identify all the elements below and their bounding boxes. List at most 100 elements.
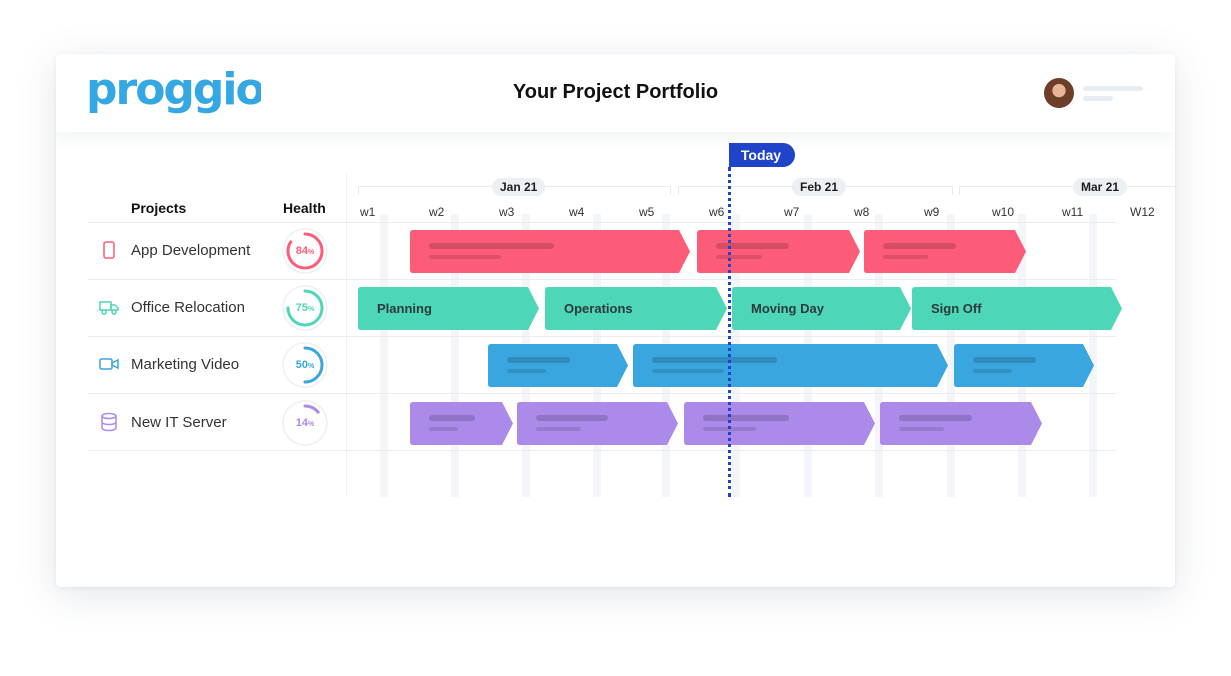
- gantt-bar[interactable]: [684, 402, 875, 445]
- bar-title-placeholder: [536, 415, 609, 421]
- row-divider: [88, 450, 1116, 451]
- gantt-bar[interactable]: Operations: [545, 287, 727, 330]
- bar-title-placeholder: [883, 243, 956, 249]
- bar-title-placeholder: [716, 243, 790, 249]
- week-label: w5: [639, 205, 655, 219]
- health-value: 84%: [282, 228, 328, 274]
- bar-subtitle-placeholder: [899, 427, 945, 431]
- gantt-bar-shape: [684, 402, 875, 445]
- gantt-bar-shape: [732, 287, 911, 330]
- bar-subtitle-placeholder: [429, 255, 501, 259]
- gantt-bar-label: Operations: [564, 301, 633, 316]
- today-flag: [729, 143, 795, 167]
- health-ring: [282, 285, 328, 331]
- gantt-bar-shape: [545, 287, 727, 330]
- app-header: proggio Your Project Portfolio: [56, 54, 1175, 132]
- gantt-bar[interactable]: [633, 344, 948, 387]
- project-name[interactable]: Marketing Video: [131, 356, 240, 373]
- percent-sign: %: [308, 421, 315, 428]
- gantt-bar-shape: [517, 402, 678, 445]
- video-camera-icon: [99, 358, 119, 370]
- project-name[interactable]: App Development: [131, 242, 251, 259]
- health-value: 50%: [282, 342, 328, 388]
- gantt-bar[interactable]: [410, 402, 513, 445]
- gantt-bar[interactable]: [954, 344, 1094, 387]
- gantt-column-stripe: [947, 214, 955, 497]
- svg-text:proggio: proggio: [86, 68, 261, 115]
- row-divider: [88, 336, 1116, 337]
- health-percent: 50: [295, 359, 308, 371]
- week-label: w3: [499, 205, 515, 219]
- bar-subtitle-placeholder: [507, 369, 547, 373]
- gantt-bar[interactable]: [880, 402, 1042, 445]
- bar-subtitle-placeholder: [652, 369, 724, 373]
- gantt-bar[interactable]: Moving Day: [732, 287, 911, 330]
- bar-title-placeholder: [429, 243, 554, 249]
- gantt-bar-shape: [880, 402, 1042, 445]
- gantt-bar-shape: [633, 344, 948, 387]
- gantt-bar-shape: [954, 344, 1094, 387]
- week-label: w6: [709, 205, 725, 219]
- month-bracket-mar: [959, 186, 1175, 195]
- health-ring: [282, 342, 328, 388]
- gantt-bar[interactable]: Sign Off: [912, 287, 1122, 330]
- health-value: 75%: [282, 285, 328, 331]
- gantt-bar[interactable]: [697, 230, 860, 273]
- bar-subtitle-placeholder: [429, 427, 458, 431]
- bar-subtitle-placeholder: [973, 369, 1013, 373]
- week-label: w8: [854, 205, 870, 219]
- bar-subtitle-placeholder: [716, 255, 762, 259]
- month-label: Mar 21: [1073, 178, 1128, 196]
- today-label: Today: [740, 147, 782, 163]
- project-name[interactable]: New IT Server: [131, 414, 227, 431]
- gantt-bar-shape: [697, 230, 860, 273]
- bar-subtitle-placeholder: [536, 427, 582, 431]
- database-icon: [101, 412, 117, 432]
- health-gauge: 50%: [282, 342, 328, 388]
- bar-title-placeholder: [899, 415, 972, 421]
- percent-sign: %: [308, 363, 315, 370]
- row-divider: [88, 393, 1116, 394]
- project-name[interactable]: Office Relocation: [131, 299, 245, 316]
- gantt-bar-shape: [410, 402, 513, 445]
- gantt-bar-shape: [912, 287, 1122, 330]
- header-divider: [88, 222, 1116, 223]
- health-ring: [282, 400, 328, 446]
- health-column-header: Health: [283, 200, 326, 216]
- gantt-column-stripe: [451, 214, 459, 497]
- gantt-bar[interactable]: [517, 402, 678, 445]
- week-label: w4: [569, 205, 585, 219]
- gantt-bar-shape: [488, 344, 628, 387]
- gantt-bar-shape: [410, 230, 690, 273]
- week-label: w9: [924, 205, 940, 219]
- health-ring: [282, 228, 328, 274]
- week-label: w11: [1062, 205, 1084, 219]
- gantt-bar-shape: [358, 287, 539, 330]
- health-percent: 84: [295, 245, 308, 257]
- mobile-phone-icon: [103, 241, 115, 259]
- gantt-column-stripe: [1089, 214, 1097, 497]
- week-label: w1: [360, 205, 376, 219]
- week-label: W12: [1130, 205, 1155, 219]
- month-label: Feb 21: [792, 178, 847, 196]
- user-role-placeholder: [1083, 96, 1113, 101]
- gantt-bar[interactable]: [864, 230, 1026, 273]
- week-label: w7: [784, 205, 800, 219]
- page-title: Your Project Portfolio: [512, 81, 719, 103]
- bar-title-placeholder: [703, 415, 789, 421]
- row-divider: [88, 279, 1116, 280]
- portfolio-card: proggio Your Project Portfolio Jan 21 Fe…: [56, 54, 1175, 587]
- health-percent: 14: [295, 417, 308, 429]
- gantt-area: Jan 21 Feb 21 Mar 21 Projects Health Tod…: [56, 54, 1175, 587]
- percent-sign: %: [308, 249, 315, 256]
- proggio-logo[interactable]: proggio: [86, 68, 261, 120]
- bar-title-placeholder: [652, 357, 777, 363]
- gantt-bar[interactable]: [488, 344, 628, 387]
- gantt-column-stripe: [380, 214, 388, 497]
- gantt-bar[interactable]: Planning: [358, 287, 539, 330]
- projects-column-header: Projects: [131, 200, 187, 216]
- gantt-bar-label: Moving Day: [751, 301, 824, 316]
- avatar[interactable]: [1044, 78, 1074, 108]
- bar-title-placeholder: [429, 415, 476, 421]
- gantt-bar[interactable]: [410, 230, 690, 273]
